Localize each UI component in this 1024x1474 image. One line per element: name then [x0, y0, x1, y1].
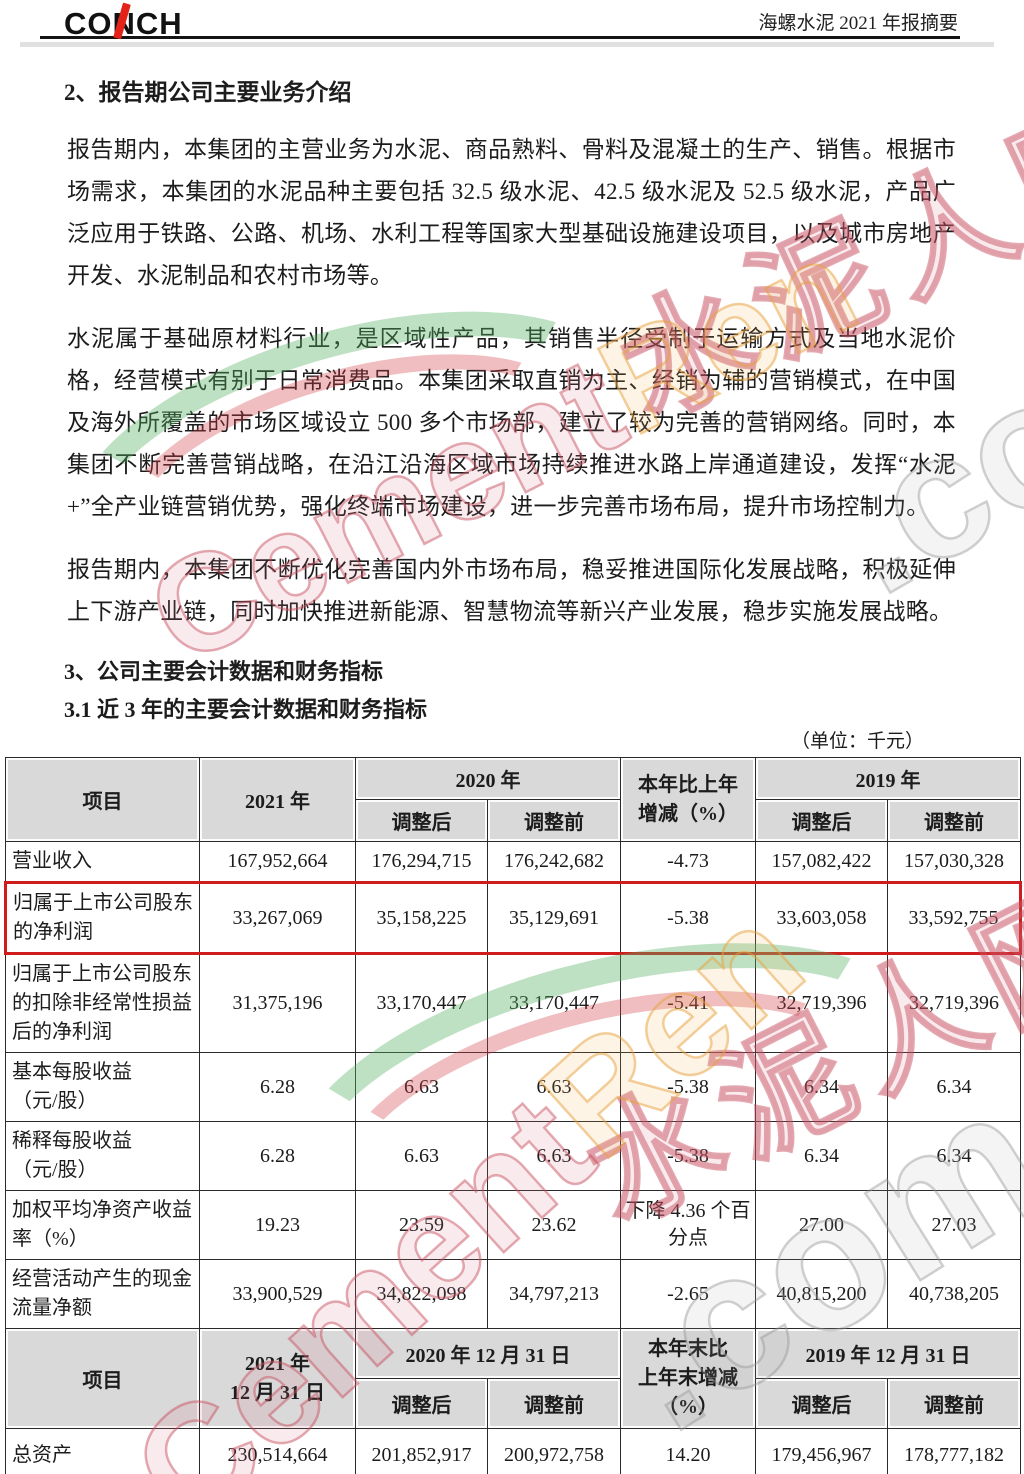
- col-2020-adj-after: 调整后: [355, 799, 488, 842]
- table2-header-row-1: 项目 2021 年 12 月 31 日 2020 年 12 月 31 日 本年末…: [5, 1328, 1021, 1429]
- col-change: 本年比上年 增减（%）: [620, 757, 756, 842]
- section31-heading: 3.1 近 3 年的主要会计数据和财务指标: [64, 697, 428, 722]
- col-2019-date: 2019 年 12 月 31 日: [755, 1328, 1021, 1379]
- col-2021-date: 2021 年 12 月 31 日: [199, 1328, 356, 1429]
- table-row: 经营活动产生的现金流量净额 33,900,529 34,822,098 34,7…: [5, 1259, 1021, 1329]
- col-2021: 2021 年: [199, 757, 356, 842]
- table1-header-row-1: 项目 2021 年 2020 年 本年比上年 增减（%） 2019 年: [5, 757, 1021, 842]
- unit-note: （单位：千元）: [790, 731, 924, 752]
- table-row: 总资产 230,514,664 201,852,917 200,972,758 …: [5, 1428, 1021, 1474]
- col-2020: 2020 年: [355, 757, 621, 800]
- section3-heading: 3、公司主要会计数据和财务指标: [64, 659, 384, 684]
- page-header: CONCH 海螺水泥 2021 年报摘要: [0, 0, 1024, 41]
- col-2019-adj-before: 调整前: [887, 799, 1021, 842]
- col-2019: 2019 年: [755, 757, 1021, 800]
- table-row: 归属于上市公司股东的扣除非经常性损益后的净利润 31,375,196 33,17…: [5, 953, 1021, 1053]
- table-row: 稀释每股收益 （元/股） 6.28 6.63 6.63 -5.38 6.34 6…: [5, 1121, 1021, 1191]
- section2-heading: 2、报告期公司主要业务介绍: [64, 80, 352, 105]
- col-item: 项目: [5, 757, 200, 842]
- col-2019-adj-before-2: 调整前: [887, 1378, 1021, 1429]
- col-2020-date: 2020 年 12 月 31 日: [355, 1328, 621, 1379]
- table2-header-row-2: 调整后 调整前 调整后 调整前: [6, 1378, 1021, 1429]
- highlighted-net-profit-row: 归属于上市公司股东的净利润 33,267,069 35,158,225 35,1…: [4, 881, 1022, 955]
- col-2020-adj-before: 调整前: [487, 799, 621, 842]
- table1-header-row-2: 调整后 调整前 调整后 调整前: [6, 799, 1021, 842]
- col-2019-adj-after-2: 调整后: [755, 1378, 888, 1429]
- section2-paragraph-3: 报告期内，本集团不断优化完善国内外市场布局，稳妥推进国际化发展战略，积极延伸上下…: [67, 557, 956, 624]
- section2-paragraph-2: 水泥属于基础原材料行业，是区域性产品，其销售半径受制于运输方式及当地水泥价格，经…: [67, 326, 956, 519]
- table-row: 营业收入 167,952,664 176,294,715 176,242,682…: [5, 841, 1021, 883]
- header-rule: [40, 36, 960, 39]
- col-2020-adj-before-2: 调整前: [487, 1378, 621, 1429]
- col-change-2: 本年末比 上年末增减 （%）: [620, 1328, 756, 1429]
- col-2019-adj-after: 调整后: [755, 799, 888, 842]
- conch-logo: CONCH: [64, 2, 183, 42]
- table-row: 基本每股收益 （元/股） 6.28 6.63 6.63 -5.38 6.34 6…: [5, 1052, 1021, 1122]
- financial-table: 项目 2021 年 2020 年 本年比上年 增减（%） 2019 年 调整后 …: [4, 757, 1022, 1474]
- header-rule-shadow: [20, 42, 994, 47]
- col-2020-adj-after-2: 调整后: [355, 1378, 488, 1429]
- document-title: 海螺水泥 2021 年报摘要: [758, 13, 958, 34]
- table-row: 加权平均净资产收益率（%） 19.23 23.59 23.62 下降 4.36 …: [5, 1190, 1021, 1260]
- section2-paragraph-1: 报告期内，本集团的主营业务为水泥、商品熟料、骨料及混凝土的生产、销售。根据市场需…: [67, 137, 956, 288]
- col-item-2: 项目: [5, 1328, 200, 1429]
